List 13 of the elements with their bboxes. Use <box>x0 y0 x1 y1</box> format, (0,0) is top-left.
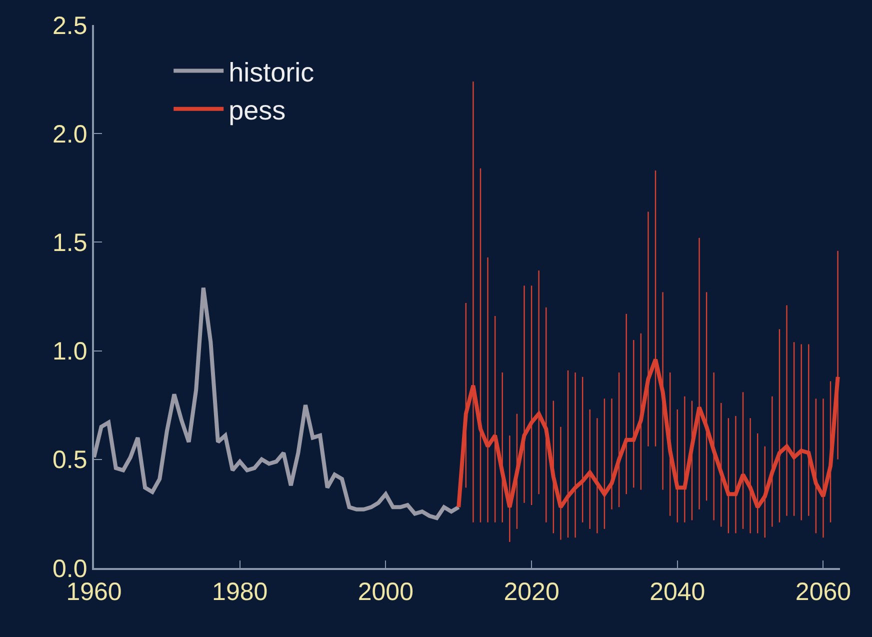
legend-label: historic <box>228 57 314 88</box>
y-tick-label: 1.5 <box>52 228 88 257</box>
x-tick-label: 2060 <box>795 578 852 606</box>
line-series <box>94 286 461 520</box>
y-tick-label: 2.5 <box>52 12 88 40</box>
x-tick-label: 1980 <box>212 578 268 606</box>
x-tick-label: 2040 <box>650 578 706 606</box>
y-tick-label: 1.0 <box>52 338 88 366</box>
y-tick-label: 2.0 <box>52 120 88 148</box>
legend-label: pess <box>228 95 286 126</box>
x-tick-label: 2000 <box>358 578 414 606</box>
y-tick-label: 0.5 <box>52 446 88 474</box>
x-tick-label: 2020 <box>504 578 560 606</box>
